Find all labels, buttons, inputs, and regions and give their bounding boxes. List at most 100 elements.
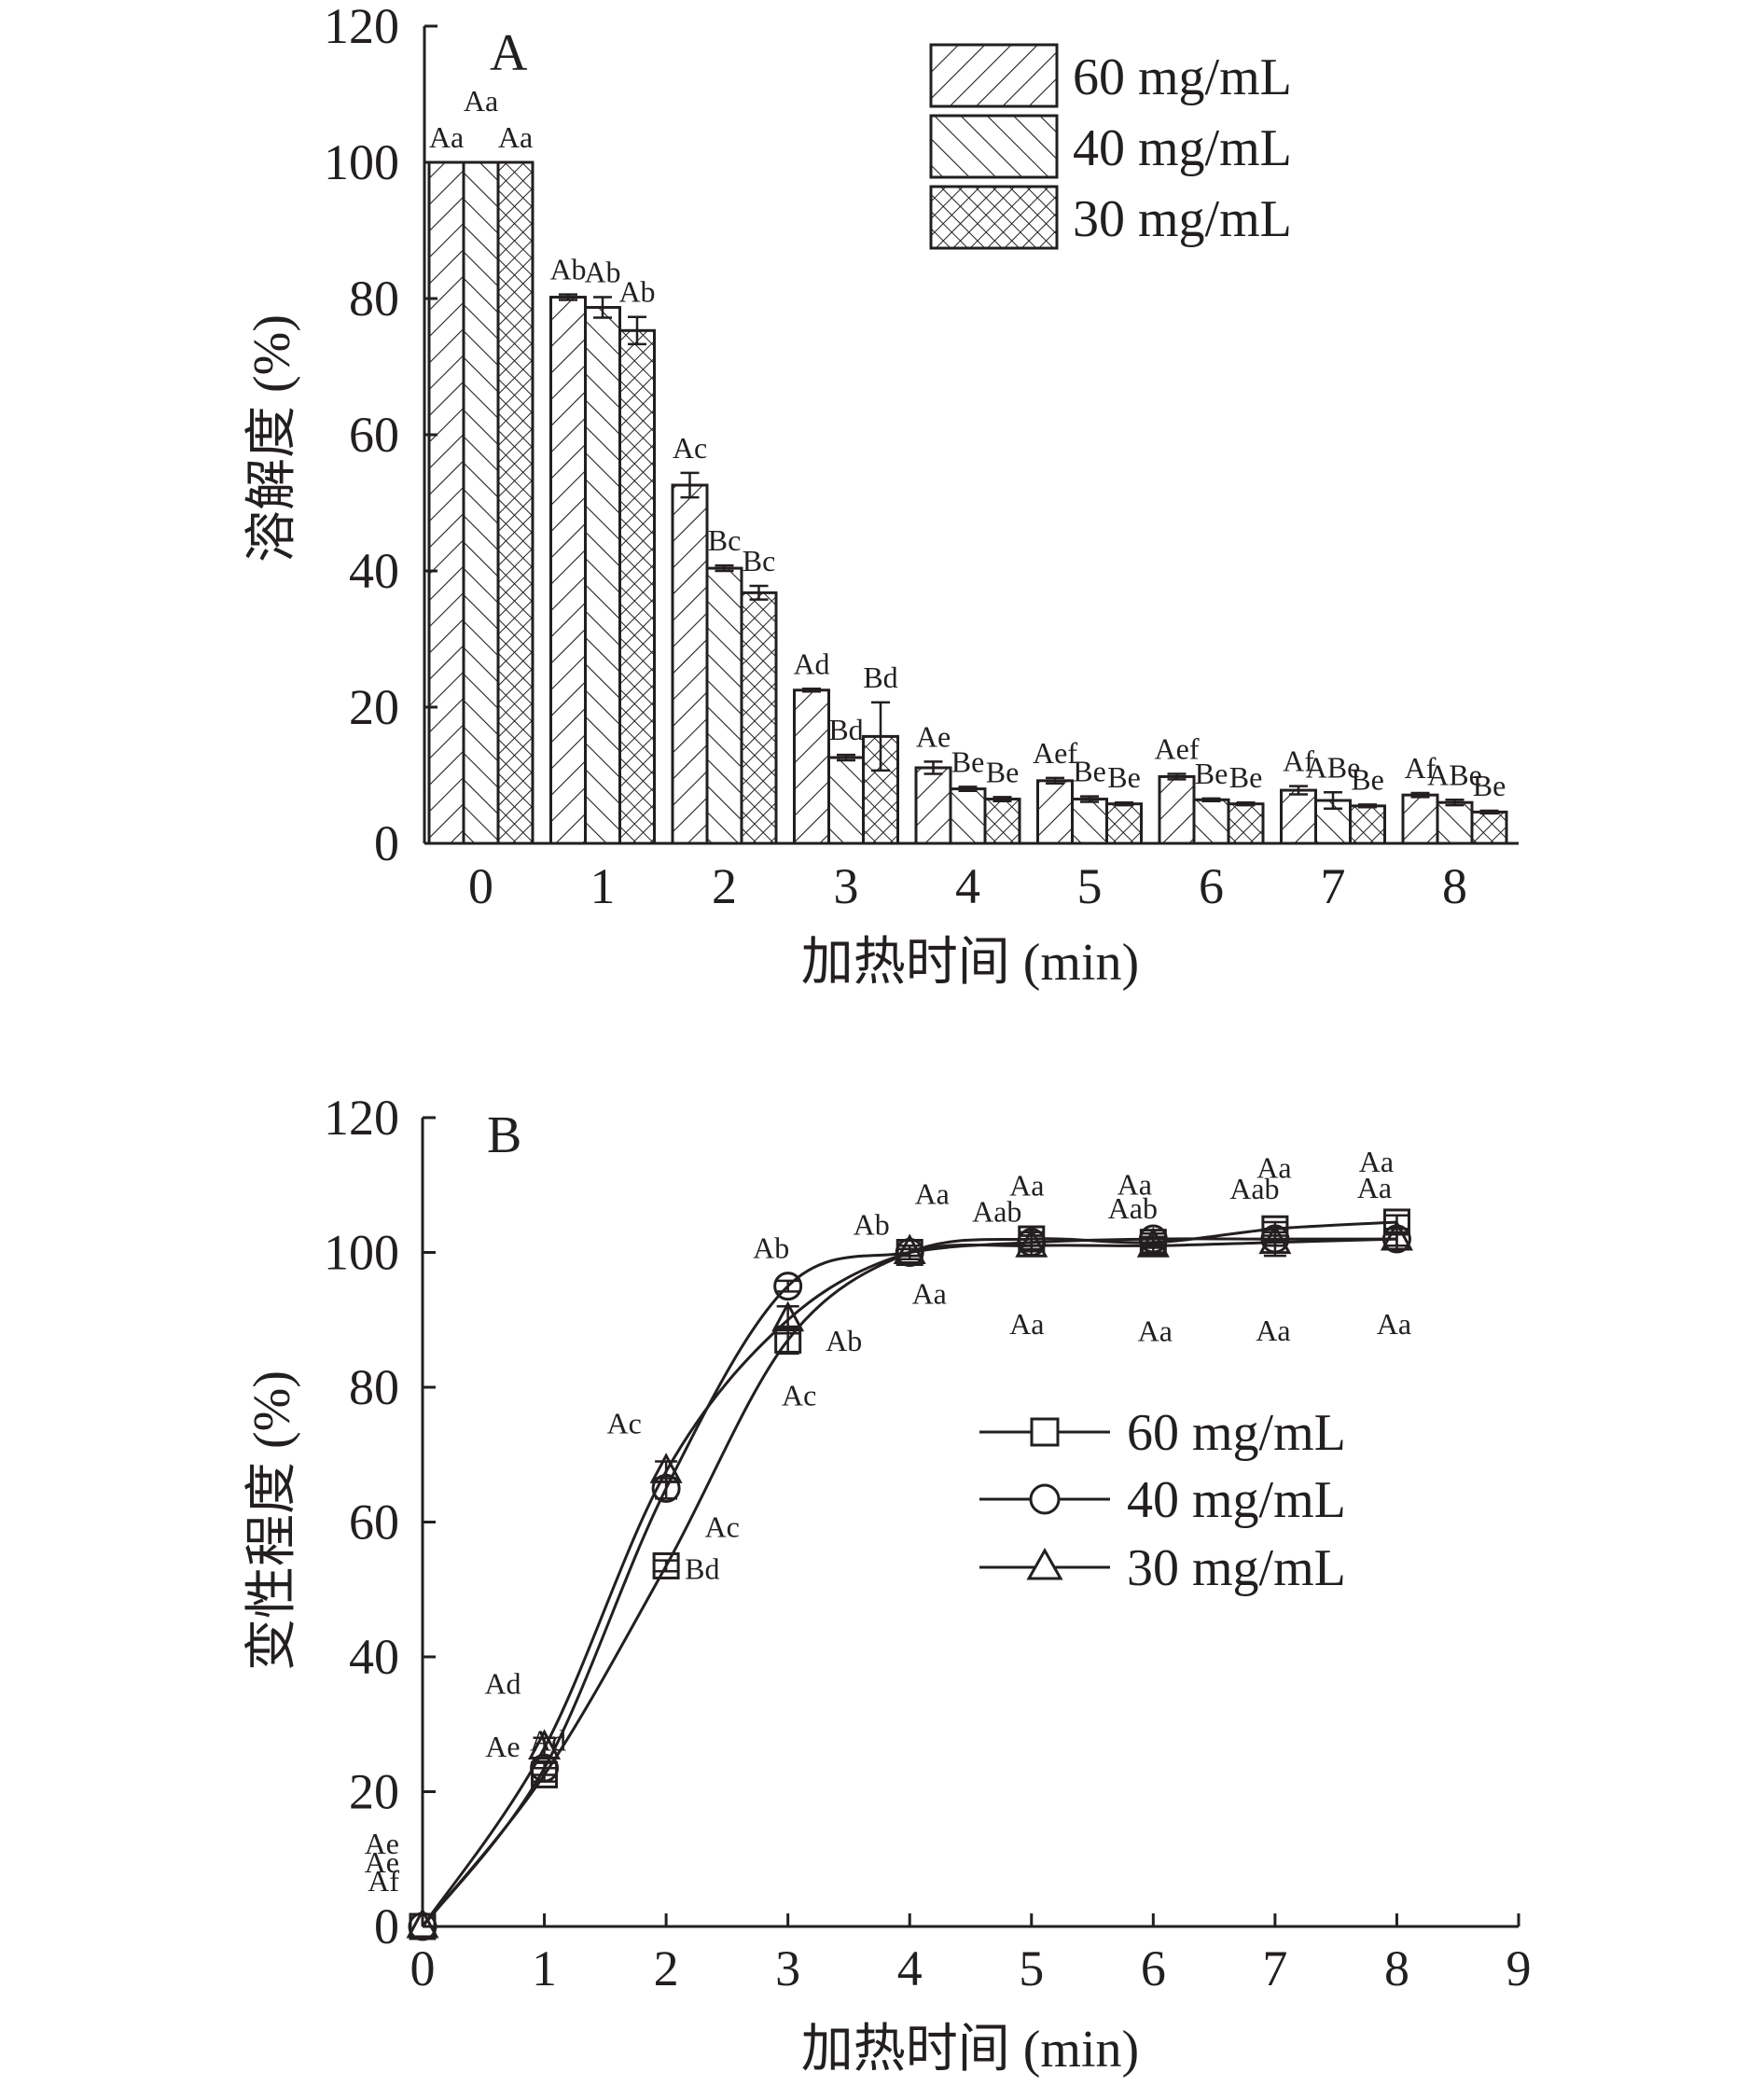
panel-b-x-tick-label-4: 4 — [897, 1940, 923, 1996]
panel-a-y-tick-label-0: 0 — [374, 815, 399, 871]
sig-b-s0-p1: Ad — [530, 1723, 566, 1757]
marker-triangle-p5 — [1015, 1227, 1048, 1258]
legend-swatch-60 — [929, 43, 1059, 108]
sig-b-s2-p3: Ab — [826, 1324, 862, 1357]
sig-b-s1-p8: Aa — [1357, 1171, 1392, 1204]
legend-label-60: 60 mg/mL — [1073, 49, 1292, 106]
sig-label-s1-c8: ABe — [1427, 758, 1482, 791]
panel-b-x-tick-label-1: 1 — [532, 1940, 557, 1996]
sig-label-s1-c6: Be — [1195, 757, 1229, 790]
marker-circle-p1 — [530, 1753, 560, 1783]
bar-s1-c0 — [462, 160, 500, 845]
marker-triangle-p1 — [528, 1729, 562, 1760]
sig-label-s1-c7: ABe — [1306, 750, 1361, 784]
panel-a-x-tick-label-7: 7 — [1321, 858, 1346, 914]
panel-a-x-tick-label-5: 5 — [1077, 858, 1103, 914]
marker-circle-p6 — [1138, 1224, 1168, 1254]
panel-a-y-tick-label-5: 100 — [324, 134, 399, 190]
panel-a-y-tick-label-3: 60 — [349, 407, 399, 463]
panel-b-y-tick-label-6: 120 — [324, 1090, 399, 1146]
sig-label-s0-c5: Aef — [1033, 736, 1077, 770]
bar-s1-c3 — [827, 756, 865, 845]
sig-b-s0-p0: Af — [368, 1864, 399, 1898]
series-line-0 — [421, 1220, 1397, 1927]
sig-b-s1-p1: Ae — [485, 1730, 520, 1763]
panel-a-x-tick-label-2: 2 — [712, 858, 737, 914]
legend-b-item-40: 40 mg/mL — [979, 1471, 1346, 1529]
legend-b-square-marker — [1030, 1417, 1060, 1447]
bar-s0-c7 — [1280, 788, 1317, 845]
legend-b-label-60: 60 mg/mL — [1127, 1404, 1346, 1462]
sig-label-s2-c6: Be — [1229, 760, 1263, 794]
sig-label-s0-c4: Ae — [916, 719, 951, 753]
sig-b-s2-p4: Aa — [915, 1177, 950, 1211]
bar-s2-c2 — [740, 591, 778, 845]
bar-s2-c1 — [618, 328, 656, 845]
series-line-2 — [421, 1237, 1397, 1927]
sig-label-s1-c2: Bc — [708, 523, 742, 557]
bar-s0-c6 — [1158, 774, 1196, 845]
panel-b-series-lines — [421, 1220, 1397, 1927]
legend-b-item-60: 60 mg/mL — [979, 1404, 1346, 1462]
sig-b-s0-p3: Ac — [782, 1378, 816, 1412]
bar-s1-c1 — [584, 305, 621, 845]
sig-b-s0-p4: Aa — [912, 1277, 947, 1311]
sig-label-s0-c7: Af — [1283, 744, 1314, 778]
marker-triangle-p3 — [771, 1300, 805, 1332]
sig-label-s1-c5: Be — [1073, 755, 1106, 788]
panel-a-x-tick-label-4: 4 — [955, 858, 980, 914]
marker-circle-p3 — [773, 1272, 803, 1301]
legend-b-triangle-marker — [1026, 1547, 1063, 1580]
sig-b-s0-p2: Bd — [685, 1551, 719, 1585]
sig-b-s1-p6: Aab — [1108, 1191, 1158, 1225]
panel-a-y-tick-label-6: 120 — [324, 0, 399, 54]
sig-label-s0-c6: Aef — [1155, 732, 1200, 766]
panel-b-markers — [406, 1208, 1413, 1941]
sig-label-s1-c4: Be — [951, 744, 985, 778]
panel-a-y-tick-label-4: 80 — [349, 271, 399, 327]
sig-label-s2-c4: Be — [986, 755, 1020, 788]
sig-b-s2-p5: Aa — [1009, 1168, 1044, 1202]
panel-b-y-tick-label-4: 80 — [349, 1359, 399, 1415]
panel-a-y-tick-label-1: 20 — [349, 679, 399, 735]
panel-a-x-tick-label-1: 1 — [590, 858, 616, 914]
panel-a-x-tick-label-0: 0 — [468, 858, 493, 914]
sig-label-s0-c0: Aa — [429, 120, 464, 154]
panel-b-x-tick-label-7: 7 — [1262, 1940, 1287, 1996]
sig-b-s1-p4: Ab — [854, 1208, 890, 1242]
sig-b-s2-p1: Ad — [484, 1667, 521, 1701]
bar-s0-c5 — [1036, 779, 1074, 845]
panel-a-y-tick-label-2: 40 — [349, 543, 399, 599]
marker-square-p7 — [1261, 1215, 1289, 1243]
marker-triangle-p4 — [893, 1233, 926, 1264]
panel-b-x-tick-label-5: 5 — [1019, 1940, 1044, 1996]
panel-a-y-axis-label: 溶解度 (%) — [243, 314, 301, 563]
panel-b-x-tick-label-8: 8 — [1384, 1940, 1409, 1996]
legend-item-30: 30 mg/mL — [929, 185, 1292, 250]
sig-label-s1-c3: Bd — [828, 713, 863, 746]
bar-s0-c2 — [671, 483, 709, 845]
sig-b-s0-p6: Aa — [1138, 1314, 1173, 1348]
marker-triangle-p6 — [1136, 1227, 1170, 1258]
sig-b-s1-p7: Aab — [1229, 1172, 1279, 1205]
panel-a-x-ticks: 0 1 2 3 4 5 6 7 8 — [468, 858, 1467, 914]
panel-b-x-tick-label-2: 2 — [654, 1940, 679, 1996]
series-line-1 — [421, 1237, 1397, 1927]
legend-b-label-40: 40 mg/mL — [1127, 1471, 1346, 1529]
panel-a-x-tick-label-3: 3 — [834, 858, 859, 914]
bar-s0-c8 — [1401, 793, 1439, 845]
bar-s2-c7 — [1349, 804, 1386, 845]
marker-triangle-p7 — [1258, 1223, 1292, 1255]
sig-b-s0-p7: Aa — [1256, 1314, 1290, 1347]
legend-b-circle-marker — [1029, 1483, 1061, 1515]
panel-a-bars — [427, 160, 1508, 845]
marker-square-p8 — [1382, 1208, 1410, 1236]
panel-b-x-tick-label-3: 3 — [775, 1940, 800, 1996]
sig-label-s2-c0: Aa — [498, 120, 533, 154]
bar-s0-c3 — [793, 688, 830, 845]
panel-b-y-ticks: 0 20 40 60 80 100 120 — [324, 1090, 436, 1954]
sig-label-s0-c2: Ac — [673, 431, 707, 465]
bar-s1-c2 — [705, 566, 743, 845]
